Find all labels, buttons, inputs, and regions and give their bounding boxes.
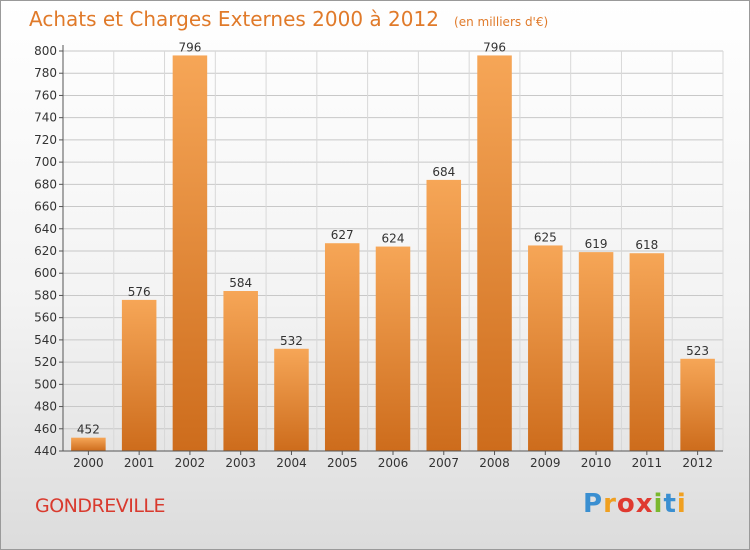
value-label-2012: 523 <box>686 344 709 358</box>
y-tick-label: 620 <box>34 244 57 258</box>
y-tick-label: 640 <box>34 222 57 236</box>
bar-2007 <box>426 179 462 451</box>
value-label-2002: 796 <box>178 40 201 54</box>
axes <box>59 45 723 455</box>
x-tick-label-2003: 2003 <box>225 456 256 470</box>
value-label-2001: 576 <box>128 285 151 299</box>
bar-2004 <box>274 348 309 451</box>
value-label-2004: 532 <box>280 334 303 348</box>
y-tick-label: 720 <box>34 133 57 147</box>
x-tick-label-2010: 2010 <box>581 456 612 470</box>
logo-letter: r <box>603 489 617 519</box>
labels: 440 460 480 500 520 540 560 580 600 620 640 660 680 7… <box>34 40 713 470</box>
y-tick-label: 440 <box>34 444 57 458</box>
logo-letter: x <box>635 489 654 519</box>
y-tick-label: 760 <box>34 88 57 102</box>
logo-letter: t <box>663 489 677 519</box>
x-tick-label-2006: 2006 <box>378 456 409 470</box>
y-tick-label: 660 <box>34 200 57 214</box>
bars <box>71 55 715 451</box>
value-label-2005: 627 <box>331 228 354 242</box>
chart-subtitle: (en milliers d'€) <box>454 15 549 29</box>
value-label-2008: 796 <box>483 40 506 54</box>
x-tick-label-2005: 2005 <box>327 456 358 470</box>
chart-title: Achats et Charges Externes 2000 à 2012 <box>29 7 439 31</box>
logo-letter: i <box>653 489 664 519</box>
x-tick-label-2001: 2001 <box>124 456 155 470</box>
bar-2001 <box>121 299 157 451</box>
x-tick-label-2011: 2011 <box>632 456 663 470</box>
bar-2002 <box>172 55 208 451</box>
logo-letter: o <box>616 489 636 519</box>
value-label-2011: 618 <box>635 238 658 252</box>
x-tick-label-2009: 2009 <box>530 456 561 470</box>
commune-name: GONDREVILLE <box>35 495 166 517</box>
value-label-2003: 584 <box>229 276 252 290</box>
value-label-2007: 684 <box>432 165 455 179</box>
y-tick-label: 740 <box>34 111 57 125</box>
y-tick-label: 580 <box>34 288 57 302</box>
y-tick-label: 560 <box>34 311 57 325</box>
bar-2008 <box>477 55 512 451</box>
bar-2005 <box>324 243 360 451</box>
x-tick-label-2002: 2002 <box>175 456 206 470</box>
x-tick-label-2008: 2008 <box>479 456 510 470</box>
x-tick-label-2007: 2007 <box>428 456 459 470</box>
bar-2000 <box>71 437 106 451</box>
value-label-2009: 625 <box>534 230 557 244</box>
value-label-2010: 619 <box>585 237 608 251</box>
title-row: Achats et Charges Externes 2000 à 2012 (… <box>29 7 548 31</box>
bar-2010 <box>578 252 614 451</box>
y-tick-label: 540 <box>34 333 57 347</box>
y-tick-label: 680 <box>34 177 57 191</box>
value-label-2000: 452 <box>77 423 100 437</box>
y-tick-label: 780 <box>34 66 57 80</box>
bar-2006 <box>375 246 411 451</box>
y-tick-label: 480 <box>34 400 57 414</box>
y-tick-label: 700 <box>34 155 57 169</box>
proxiti-logo: Proxiti <box>583 489 687 519</box>
y-tick-label: 600 <box>34 266 57 280</box>
bar-2003 <box>223 291 258 451</box>
y-tick-label: 520 <box>34 355 57 369</box>
x-tick-label-2000: 2000 <box>73 456 104 470</box>
bar-2012 <box>680 358 715 451</box>
y-tick-label: 800 <box>34 44 57 58</box>
x-tick-label-2004: 2004 <box>276 456 307 470</box>
logo-letter: i <box>676 489 687 519</box>
value-label-2006: 624 <box>382 232 405 246</box>
x-tick-label-2012: 2012 <box>682 456 713 470</box>
bar-2009 <box>528 245 563 451</box>
logo-letter: P <box>583 489 604 519</box>
bar-2011 <box>629 253 665 451</box>
y-tick-label: 460 <box>34 422 57 436</box>
y-tick-label: 500 <box>34 377 57 391</box>
